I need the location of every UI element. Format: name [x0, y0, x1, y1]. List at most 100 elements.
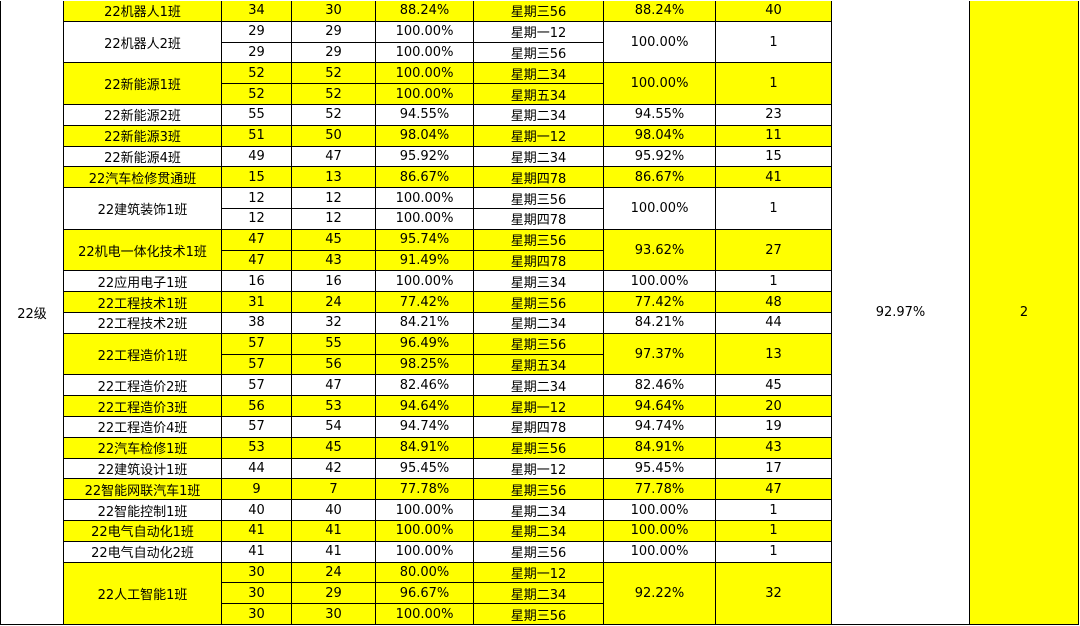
enrolled-count: 47: [222, 250, 292, 272]
session: 星期二34: [474, 500, 604, 521]
enrolled-count: 29: [222, 21, 292, 43]
attendance-rate: 98.25%: [376, 354, 474, 376]
enrolled-count: 52: [222, 63, 292, 85]
class-rank: 1: [716, 521, 832, 542]
attendance-rate: 96.67%: [376, 583, 474, 605]
session: 星期四78: [474, 250, 604, 272]
class-rank: 23: [716, 105, 832, 126]
enrolled-count: 53: [222, 437, 292, 459]
class-rank: 1: [716, 21, 832, 64]
attendance-rate: 94.55%: [376, 105, 474, 126]
session: 星期一12: [474, 562, 604, 584]
present-count: 54: [292, 417, 376, 438]
enrolled-count: 47: [222, 229, 292, 251]
class-rate: 94.55%: [604, 105, 716, 126]
enrolled-count: 40: [222, 500, 292, 521]
present-count: 45: [292, 229, 376, 251]
session: 星期三56: [474, 229, 604, 251]
overall-rank: 2: [970, 1, 1079, 625]
session: 星期三34: [474, 271, 604, 293]
class-name: 22新能源2班: [64, 105, 222, 126]
enrolled-count: 16: [222, 271, 292, 293]
class-rate: 100.00%: [604, 500, 716, 521]
session: 星期四78: [474, 417, 604, 438]
class-name: 22建筑装饰1班: [64, 188, 222, 230]
grade: 22级: [0, 1, 64, 625]
class-name: 22机电一体化技术1班: [64, 229, 222, 272]
session: 星期一12: [474, 125, 604, 147]
class-rank: 27: [716, 229, 832, 272]
class-name: 22电气自动化1班: [64, 521, 222, 542]
class-rate: 84.21%: [604, 313, 716, 334]
class-rate: 100.00%: [604, 188, 716, 230]
class-rank: 1: [716, 63, 832, 105]
class-rate: 95.92%: [604, 146, 716, 168]
attendance-rate: 100.00%: [376, 42, 474, 64]
present-count: 41: [292, 541, 376, 563]
attendance-rate: 100.00%: [376, 521, 474, 542]
class-name: 22工程技术2班: [64, 313, 222, 334]
attendance-rate: 100.00%: [376, 541, 474, 563]
present-count: 13: [292, 167, 376, 189]
class-rate: 94.74%: [604, 417, 716, 438]
session: 星期一12: [474, 458, 604, 480]
attendance-rate: 95.45%: [376, 458, 474, 480]
session: 星期二34: [474, 146, 604, 168]
enrolled-count: 41: [222, 541, 292, 563]
enrolled-count: 15: [222, 167, 292, 189]
enrolled-count: 34: [222, 1, 292, 22]
class-rank: 13: [716, 333, 832, 376]
present-count: 7: [292, 479, 376, 501]
overall-rate: 92.97%: [832, 1, 970, 625]
session: 星期一12: [474, 396, 604, 417]
class-rate: 94.64%: [604, 396, 716, 417]
class-rank: 44: [716, 313, 832, 334]
attendance-rate: 84.21%: [376, 313, 474, 334]
session: 星期二34: [474, 63, 604, 85]
enrolled-count: 31: [222, 292, 292, 313]
class-rate: 100.00%: [604, 541, 716, 563]
enrolled-count: 30: [222, 583, 292, 605]
present-count: 12: [292, 209, 376, 230]
attendance-rate: 100.00%: [376, 63, 474, 85]
class-name: 22建筑设计1班: [64, 458, 222, 480]
class-name: 22工程造价2班: [64, 375, 222, 397]
class-rate: 100.00%: [604, 63, 716, 105]
class-rate: 84.91%: [604, 437, 716, 459]
enrolled-count: 12: [222, 209, 292, 230]
attendance-rate: 77.42%: [376, 292, 474, 313]
class-rank: 15: [716, 146, 832, 168]
present-count: 24: [292, 562, 376, 584]
enrolled-count: 56: [222, 396, 292, 417]
enrolled-count: 51: [222, 125, 292, 147]
session: 星期二34: [474, 375, 604, 397]
present-count: 16: [292, 271, 376, 293]
present-count: 30: [292, 604, 376, 625]
enrolled-count: 55: [222, 105, 292, 126]
enrolled-count: 38: [222, 313, 292, 334]
session: 星期三56: [474, 479, 604, 501]
present-count: 47: [292, 146, 376, 168]
class-rank: 1: [716, 271, 832, 293]
enrolled-count: 57: [222, 417, 292, 438]
class-rank: 41: [716, 167, 832, 189]
present-count: 45: [292, 437, 376, 459]
session: 星期四78: [474, 209, 604, 230]
session: 星期五34: [474, 354, 604, 376]
enrolled-count: 57: [222, 375, 292, 397]
class-rank: 11: [716, 125, 832, 147]
session: 星期二34: [474, 583, 604, 605]
class-name: 22人工智能1班: [64, 562, 222, 625]
class-rank: 43: [716, 437, 832, 459]
class-rank: 20: [716, 396, 832, 417]
enrolled-count: 41: [222, 521, 292, 542]
present-count: 42: [292, 458, 376, 480]
class-name: 22智能网联汽车1班: [64, 479, 222, 501]
present-count: 52: [292, 84, 376, 105]
class-name: 22汽车检修贯通班: [64, 167, 222, 189]
class-rate: 88.24%: [604, 1, 716, 22]
session: 星期二34: [474, 313, 604, 334]
enrolled-count: 44: [222, 458, 292, 480]
class-rate: 100.00%: [604, 21, 716, 64]
